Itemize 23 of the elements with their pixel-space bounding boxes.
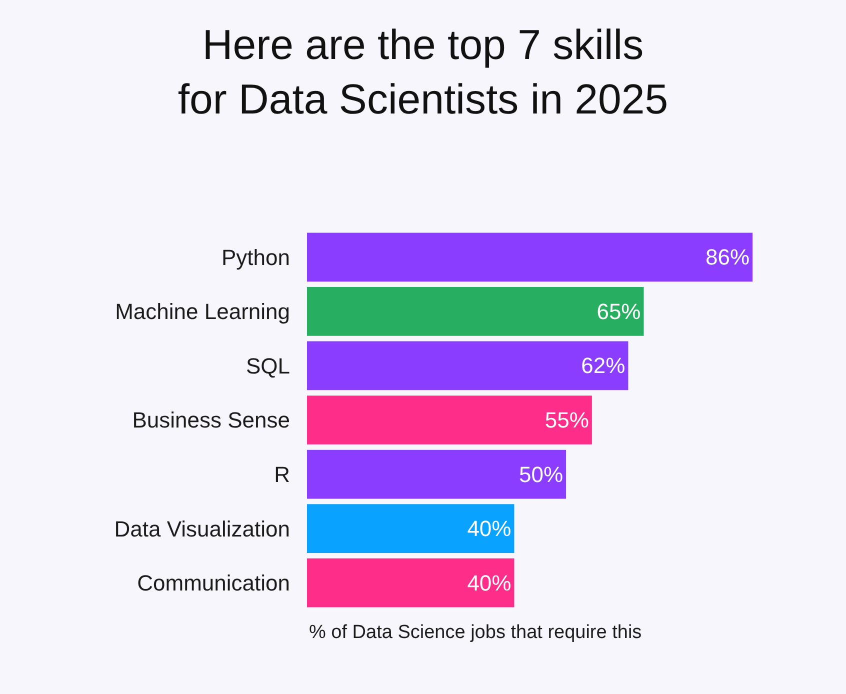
y-tick-label: Business Sense (132, 408, 290, 433)
data-label: 86% (706, 244, 750, 270)
data-label: 65% (596, 298, 641, 324)
y-tick-label: SQL (246, 353, 290, 378)
y-tick-label: Python (222, 244, 290, 270)
y-tick-label: Data Visualization (114, 516, 290, 542)
bar (307, 558, 514, 608)
chart-title: Here are the top 7 skills for Data Scientists in 2025 (178, 20, 668, 123)
bar (307, 341, 628, 390)
x-axis-title: % of Data Science jobs that require this (309, 622, 642, 643)
bar (307, 232, 753, 282)
bar (307, 504, 514, 553)
y-tick-label: Machine Learning (115, 299, 290, 324)
data-label: 40% (467, 570, 512, 596)
bar (307, 396, 592, 444)
bar (307, 287, 644, 336)
bar (307, 450, 566, 499)
y-tick-label: Communication (137, 570, 290, 596)
data-label: 62% (581, 353, 626, 378)
data-label: 50% (518, 462, 564, 487)
y-tick-label: R (274, 462, 290, 487)
data-label: 55% (544, 408, 589, 432)
data-label: 40% (467, 516, 512, 542)
